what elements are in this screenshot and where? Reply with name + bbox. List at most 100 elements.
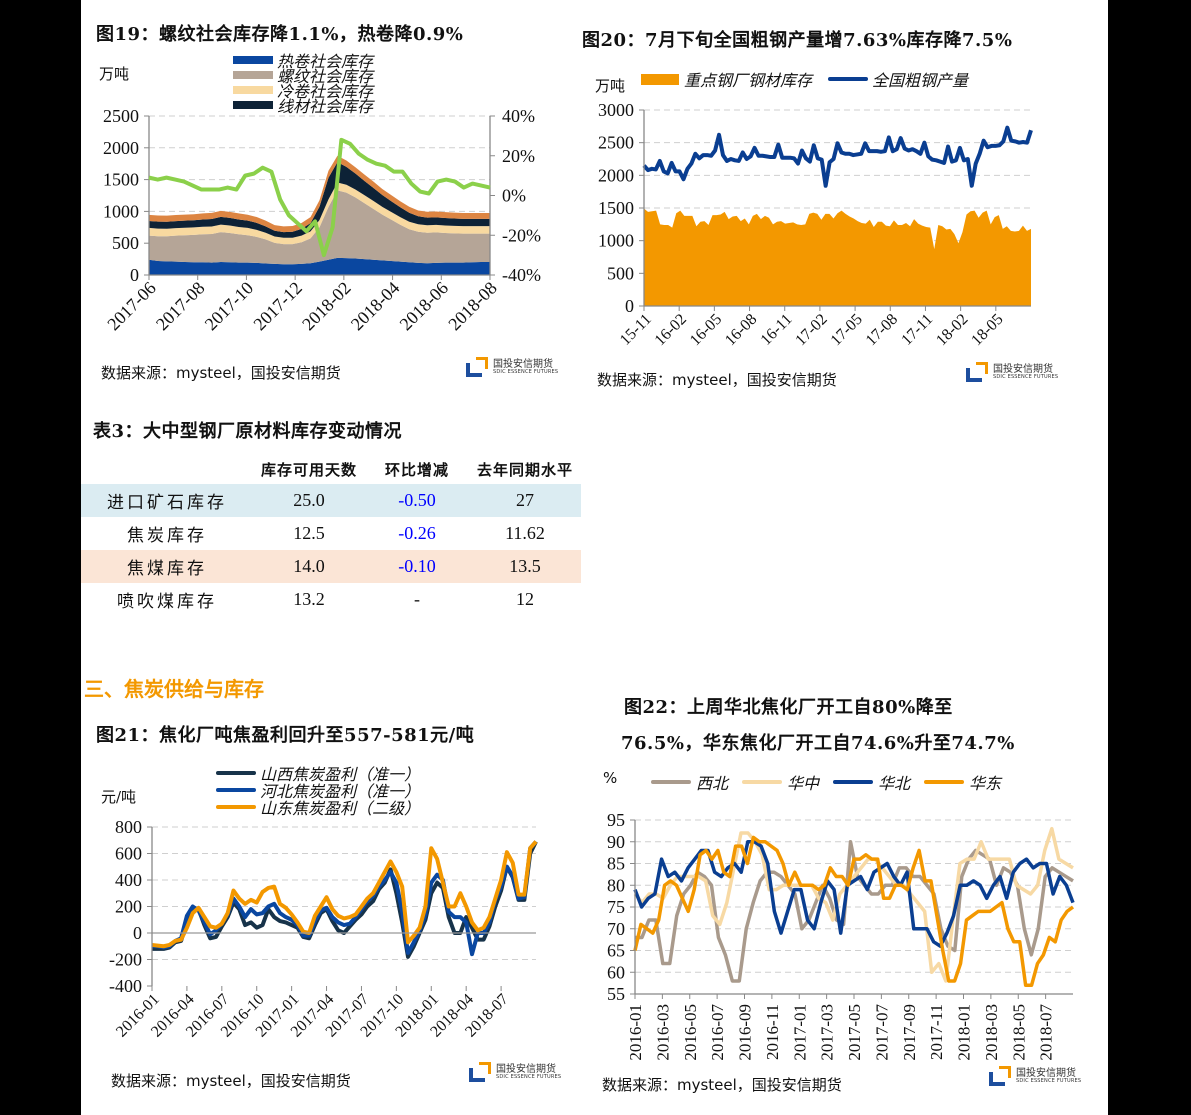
line-swatch-icon xyxy=(216,787,256,792)
svg-text:500: 500 xyxy=(112,233,139,253)
fig19-unit-label: 万吨 xyxy=(99,65,130,83)
column-header-days: 库存可用天数 xyxy=(260,460,357,479)
logo-cn: 国投安信期货 xyxy=(493,358,553,370)
inventory-table: 库存可用天数 环比增减 去年同期水平 进口矿石库存 25.0 -0.50 27 … xyxy=(81,454,581,616)
svg-text:2018-02: 2018-02 xyxy=(298,278,355,335)
legend-item-wire-rod: 线材社会库存 xyxy=(233,97,373,116)
svg-text:1000: 1000 xyxy=(103,201,139,221)
cell-last-year: 27 xyxy=(516,490,534,510)
line-swatch-icon xyxy=(651,780,691,784)
legend-label-north: 华北 xyxy=(878,774,911,793)
fig20-chart: 05001000150020002500300015-1116-0216-051… xyxy=(598,100,1033,349)
legend-item-cold-rolled: 冷卷社会库存 xyxy=(233,82,373,101)
fig19-title: 图19：螺纹社会库存降1.1%，热卷降0.9% xyxy=(96,24,464,45)
legend-item-rebar: 螺纹社会库存 xyxy=(233,67,373,86)
cell-change: -0.26 xyxy=(398,523,436,543)
cell-days: 12.5 xyxy=(293,523,325,543)
svg-text:2017-07: 2017-07 xyxy=(872,1004,891,1061)
cell-last-year: 12 xyxy=(516,589,534,609)
cell-change: - xyxy=(414,589,420,609)
svg-text:2000: 2000 xyxy=(598,165,634,185)
legend-label: 河北焦炭盈利（准一） xyxy=(260,781,421,801)
svg-text:75: 75 xyxy=(607,897,625,917)
svg-text:60: 60 xyxy=(607,962,625,982)
svg-text:600: 600 xyxy=(115,844,142,864)
svg-text:2000: 2000 xyxy=(103,138,139,158)
logo-en: SDIC ESSENCE FUTURES xyxy=(496,1073,562,1080)
svg-text:1500: 1500 xyxy=(103,170,139,190)
legend-label: 重点钢厂钢材库存 xyxy=(684,71,813,90)
logo-cn: 国投安信期货 xyxy=(1016,1067,1076,1079)
svg-text:17-05: 17-05 xyxy=(828,311,866,349)
svg-text:90: 90 xyxy=(607,832,625,852)
svg-text:3000: 3000 xyxy=(598,100,634,120)
svg-text:2017-06: 2017-06 xyxy=(103,278,160,335)
svg-text:65: 65 xyxy=(607,941,625,961)
svg-text:95: 95 xyxy=(607,810,625,830)
svg-text:0: 0 xyxy=(625,296,634,316)
line-swatch-icon xyxy=(833,780,874,784)
svg-text:200: 200 xyxy=(115,897,142,917)
legend-label: 山东焦炭盈利（二级） xyxy=(260,798,421,818)
legend-label-east: 华东 xyxy=(969,774,1002,793)
fig19-source: 数据来源：mysteel，国投安信期货 xyxy=(101,364,341,382)
legend-label-northwest: 西北 xyxy=(696,774,729,793)
fig20-title: 图20：7月下旬全国粗钢产量增7.63%库存降7.5% xyxy=(582,30,1013,51)
svg-text:800: 800 xyxy=(115,817,142,837)
legend-label: 全国粗钢产量 xyxy=(872,71,969,90)
fig21-chart: -400-20002004006008002016-012016-042016-… xyxy=(109,817,538,1041)
svg-text:18-05: 18-05 xyxy=(968,311,1006,349)
line-swatch-icon xyxy=(216,804,256,809)
fig20-legend: 重点钢厂钢材库存 全国粗钢产量 xyxy=(641,67,968,91)
svg-text:55: 55 xyxy=(607,984,625,1004)
fig21-unit-label: 元/吨 xyxy=(101,788,137,806)
svg-text:40%: 40% xyxy=(502,106,535,126)
svg-text:-20%: -20% xyxy=(502,225,541,245)
svg-text:0: 0 xyxy=(130,265,139,285)
svg-text:2500: 2500 xyxy=(598,133,634,153)
table3-title: 表3：大中型钢厂原材料库存变动情况 xyxy=(93,421,403,442)
section-title: 三、焦炭供给与库存 xyxy=(84,677,264,701)
logo: 国投安信期货 SDIC ESSENCE FUTURES xyxy=(966,362,1058,382)
line-swatch-icon xyxy=(924,780,965,784)
fig22-legend: 西北 华中 华北 华东 xyxy=(651,770,1001,794)
line-swatch-icon xyxy=(828,77,869,81)
swatch-icon xyxy=(233,55,273,64)
table-row: 进口矿石库存 25.0 -0.50 27 xyxy=(81,484,581,517)
legend-item-shanxi: 山西焦炭盈利（准一） xyxy=(216,764,420,784)
fig21-title: 图21：焦化厂吨焦盈利回升至557-581元/吨 xyxy=(96,725,475,746)
svg-text:18-02: 18-02 xyxy=(933,311,971,349)
swatch-icon xyxy=(641,73,679,85)
svg-text:80: 80 xyxy=(607,875,625,895)
fig19-chart: 0 500 1000 1500 2000 2500 -40% -20% 0% 20% 40% 2017… xyxy=(103,106,541,335)
line-swatch-icon xyxy=(216,770,256,775)
svg-text:2018-07: 2018-07 xyxy=(1037,1004,1056,1061)
svg-text:2016-01: 2016-01 xyxy=(626,1004,645,1061)
svg-text:2017-08: 2017-08 xyxy=(152,278,209,335)
svg-text:2018-03: 2018-03 xyxy=(982,1004,1001,1061)
logo-icon xyxy=(466,357,488,377)
svg-text:70: 70 xyxy=(607,919,625,939)
svg-text:0: 0 xyxy=(133,923,142,943)
column-header-change: 环比增减 xyxy=(384,460,449,479)
svg-text:2016-09: 2016-09 xyxy=(736,1004,755,1061)
svg-text:20%: 20% xyxy=(502,146,535,166)
svg-text:2017-01: 2017-01 xyxy=(790,1004,809,1061)
legend-item-shandong: 山东焦炭盈利（二级） xyxy=(216,798,420,818)
legend-label: 冷卷社会库存 xyxy=(277,81,374,101)
svg-text:1500: 1500 xyxy=(598,198,634,218)
cell-last-year: 13.5 xyxy=(509,556,541,576)
svg-text:2016-07: 2016-07 xyxy=(708,1004,727,1061)
svg-text:17-11: 17-11 xyxy=(898,311,936,349)
line-swatch-icon xyxy=(742,780,783,784)
fig22-title-line1: 图22：上周华北焦化厂开工自80%降至 xyxy=(624,697,953,718)
fig20-source: 数据来源：mysteel，国投安信期货 xyxy=(597,371,837,389)
legend-label: 山西焦炭盈利（准一） xyxy=(260,764,421,784)
svg-text:500: 500 xyxy=(607,263,634,283)
svg-text:-200: -200 xyxy=(109,950,142,970)
fig20-unit-label: 万吨 xyxy=(595,77,626,95)
table-row: 喷吹煤库存 13.2 - 12 xyxy=(81,583,581,616)
swatch-icon xyxy=(233,100,273,109)
row-name: 喷吹煤库存 xyxy=(117,592,217,612)
svg-text:2017-03: 2017-03 xyxy=(818,1004,837,1061)
